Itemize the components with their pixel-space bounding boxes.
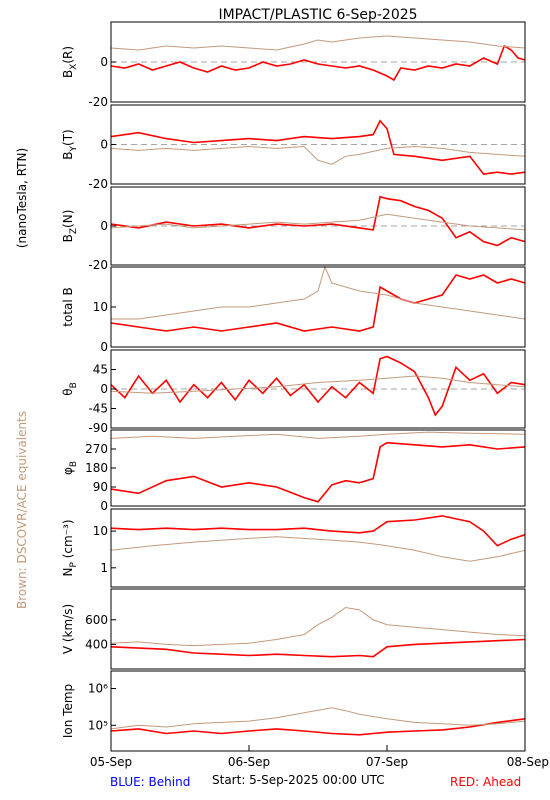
panel-bz: 0 -20 BZ(N) — [61, 186, 526, 272]
y-tick-label: 1 — [100, 561, 108, 575]
series-temp-ahead — [110, 718, 526, 736]
y-tick-label: 90 — [93, 480, 108, 494]
footer-start-label: Start: 5-Sep-2025 00:00 UTC — [212, 773, 385, 787]
y-axis-label-theta: θB — [61, 382, 79, 396]
panel-temp: 10⁶ 10⁵ Ion Temp — [61, 670, 526, 752]
y-tick-label: 0 — [100, 219, 108, 233]
x-tick-label: 07-Sep — [366, 755, 408, 769]
series-by-ahead — [110, 119, 526, 175]
y-tick-label: 10⁵ — [88, 718, 108, 732]
series-v-ahead — [110, 638, 526, 658]
series-temp-dscovr — [110, 707, 526, 730]
footer-red-label: RED: Ahead — [450, 775, 521, 789]
panel-frame — [110, 508, 526, 588]
y-axis-label-v: V (km/s) — [61, 604, 75, 654]
panel-frame — [110, 588, 526, 670]
series-bt-dscovr — [111, 265, 526, 320]
y-tick-label: 10 — [93, 524, 108, 538]
y-axis-label-bx: BX(R) — [61, 46, 79, 78]
y-tick-label: 45 — [93, 363, 108, 377]
panel-phi: 270 180 90 0 φB — [61, 429, 526, 513]
y-axis-label-phi: φB — [61, 461, 79, 475]
series-bz-dscovr — [110, 213, 526, 231]
y-tick-label: 0 — [100, 499, 108, 513]
panel-frame — [110, 429, 526, 507]
y-tick-label: -45 — [88, 402, 108, 416]
dscovr-note-label: Brown: DSCOVR/ACE equivalents — [15, 411, 29, 609]
series-bx-ahead — [110, 44, 526, 82]
y-tick-label: 10 — [93, 300, 108, 314]
series-np-ahead — [110, 515, 526, 547]
y-axis-label-by: BY(T) — [61, 129, 79, 159]
panel-v: 600 400 V (km/s) — [61, 588, 526, 670]
y-tick-label: 270 — [85, 442, 108, 456]
y-axis-label-bz: BZ(N) — [61, 210, 79, 243]
y-tick-label: -20 — [88, 177, 108, 191]
panel-frame — [110, 670, 526, 752]
x-tick-label: 06-Sep — [228, 755, 270, 769]
footer-blue-label: BLUE: Behind — [110, 775, 190, 789]
y-tick-label: 0 — [100, 340, 108, 354]
x-tick-label: 08-Sep — [507, 755, 549, 769]
y-tick-label: -90 — [88, 421, 108, 435]
y-tick-label: 0 — [100, 382, 108, 396]
y-tick-label: 0 — [100, 138, 108, 152]
chart-title: IMPACT/PLASTIC 6-Sep-2025 — [218, 7, 417, 23]
y-tick-label: 400 — [85, 637, 108, 651]
series-theta-ahead — [110, 355, 526, 417]
panel-bx: 0 -20 BX(R) — [61, 21, 526, 109]
y-tick-label: 10⁶ — [88, 682, 108, 696]
y-axis-label-bt: total B — [61, 287, 75, 327]
series-bt-ahead — [110, 274, 526, 332]
units-label: (nanoTesla, RTN) — [15, 148, 29, 248]
y-axis-label-temp: Ion Temp — [61, 684, 75, 738]
series-by-dscovr — [110, 145, 526, 165]
series-bz-ahead — [110, 195, 526, 247]
y-tick-label: -20 — [88, 258, 108, 272]
y-tick-label: 600 — [85, 613, 108, 627]
y-tick-label: -20 — [88, 95, 108, 109]
panel-bt: 10 0 total B — [61, 265, 526, 354]
series-phi-ahead — [110, 441, 526, 503]
y-tick-label: 0 — [100, 55, 108, 69]
x-axis: 05-Sep 06-Sep 07-Sep 08-Sep — [90, 745, 549, 769]
series-np-dscovr — [110, 536, 526, 562]
series-bx-dscovr — [110, 35, 526, 51]
panel-frame — [110, 266, 526, 348]
panel-np: 10 1 NP (cm⁻³) — [61, 508, 526, 588]
x-tick-label: 05-Sep — [90, 755, 132, 769]
series-v-dscovr — [110, 606, 526, 647]
panel-theta: 45 0 -45 -90 θB — [61, 349, 526, 435]
y-axis-label-np: NP (cm⁻³) — [61, 519, 79, 576]
y-tick-label: 180 — [85, 461, 108, 475]
series-theta-dscovr — [110, 375, 526, 394]
panel-by: 0 -20 BY(T) — [61, 104, 526, 191]
series-phi-dscovr — [110, 431, 526, 439]
